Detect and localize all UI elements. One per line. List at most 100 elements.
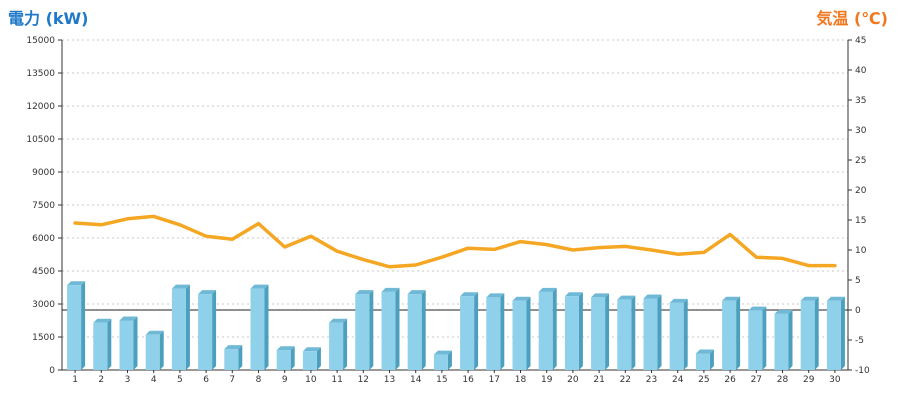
bar-front xyxy=(538,291,553,370)
x-tick-label: 16 xyxy=(462,375,474,385)
power-bar xyxy=(67,281,86,370)
x-tick-label: 6 xyxy=(203,375,209,385)
bar-top xyxy=(722,296,741,301)
bar-front xyxy=(774,313,789,370)
left-tick-label: 7500 xyxy=(32,201,55,211)
x-tick-label: 3 xyxy=(125,375,131,385)
bar-front xyxy=(722,300,737,370)
x-tick-label: 24 xyxy=(672,375,684,385)
right-tick-label: 45 xyxy=(855,36,866,46)
bar-front xyxy=(276,350,291,370)
x-tick-label: 19 xyxy=(541,375,553,385)
right-tick-label: 35 xyxy=(855,96,866,106)
bar-front xyxy=(381,291,396,370)
bar-side xyxy=(133,316,138,370)
bar-side xyxy=(107,318,112,370)
power-bar xyxy=(591,293,610,370)
temperature-series-line xyxy=(73,214,837,269)
right-tick-label: 0 xyxy=(855,306,861,316)
bar-front xyxy=(748,310,763,370)
bar-side xyxy=(840,296,845,370)
bar-side xyxy=(185,284,190,370)
temperature-line xyxy=(73,214,837,269)
x-tick-label: 18 xyxy=(515,375,527,385)
bar-top xyxy=(67,281,86,286)
x-tick-label: 13 xyxy=(384,375,395,385)
x-tick-label: 25 xyxy=(698,375,709,385)
right-tick-label: 25 xyxy=(855,156,866,166)
power-bar xyxy=(643,294,662,370)
bar-top xyxy=(250,284,269,289)
bar-top xyxy=(512,296,531,301)
power-bar xyxy=(722,296,741,370)
left-tick-label: 6000 xyxy=(32,234,55,244)
x-tick-label: 7 xyxy=(229,375,235,385)
bar-top xyxy=(800,296,819,301)
left-tick-label: 1500 xyxy=(32,333,55,343)
left-tick-label: 3000 xyxy=(32,300,55,310)
x-tick-label: 22 xyxy=(620,375,631,385)
bar-front xyxy=(302,351,317,370)
x-tick-label: 10 xyxy=(305,375,317,385)
bar-side xyxy=(605,293,610,370)
bar-top xyxy=(302,347,321,352)
bar-front xyxy=(119,320,134,370)
left-tick-label: 10500 xyxy=(26,135,55,145)
bar-front xyxy=(145,334,160,370)
bar-side xyxy=(736,296,741,370)
power-bar xyxy=(329,318,348,370)
left-tick-label: 0 xyxy=(49,366,55,376)
right-tick-label: 30 xyxy=(855,126,867,136)
bar-top xyxy=(748,306,767,311)
bar-side xyxy=(212,290,217,370)
x-tick-label: 12 xyxy=(358,375,369,385)
x-tick-label: 15 xyxy=(436,375,447,385)
x-tick-label: 11 xyxy=(331,375,342,385)
left-tick-label: 4500 xyxy=(32,267,55,277)
x-tick-label: 4 xyxy=(151,375,157,385)
bar-top xyxy=(145,330,164,335)
bar-top xyxy=(617,295,636,300)
power-bar xyxy=(250,284,269,370)
power-bar xyxy=(355,290,374,370)
power-bar xyxy=(171,284,190,370)
left-tick-label: 15000 xyxy=(26,36,55,46)
power-bar xyxy=(486,293,505,370)
bar-side xyxy=(264,284,269,370)
power-bar xyxy=(695,349,714,370)
power-bar xyxy=(564,292,583,370)
x-tick-label: 23 xyxy=(646,375,657,385)
power-bar xyxy=(93,318,112,370)
x-tick-label: 26 xyxy=(724,375,736,385)
bar-side xyxy=(343,318,348,370)
bar-top xyxy=(433,350,452,355)
bar-front xyxy=(643,298,658,370)
x-tick-label: 28 xyxy=(777,375,789,385)
bar-side xyxy=(447,350,452,370)
right-tick-label: 20 xyxy=(855,186,867,196)
right-tick-label: 15 xyxy=(855,216,866,226)
bar-front xyxy=(591,297,606,370)
bar-side xyxy=(500,293,505,370)
x-tick-label: 21 xyxy=(593,375,604,385)
bar-front xyxy=(826,300,841,370)
bar-top xyxy=(224,345,243,350)
power-bar xyxy=(433,350,452,370)
power-bar xyxy=(198,290,217,370)
x-tick-label: 14 xyxy=(410,375,422,385)
power-bar xyxy=(407,290,426,370)
bar-side xyxy=(290,346,295,370)
bar-front xyxy=(512,300,527,370)
power-bar xyxy=(538,287,557,370)
x-tick-label: 5 xyxy=(177,375,183,385)
bar-top xyxy=(329,318,348,323)
bar-top xyxy=(198,290,217,295)
grid-lines xyxy=(62,39,848,338)
bar-side xyxy=(552,287,557,370)
bar-top xyxy=(591,293,610,298)
bar-top xyxy=(486,293,505,298)
bar-top xyxy=(381,287,400,292)
x-tick-label: 20 xyxy=(567,375,579,385)
bar-side xyxy=(316,347,321,370)
bar-front xyxy=(198,294,213,370)
